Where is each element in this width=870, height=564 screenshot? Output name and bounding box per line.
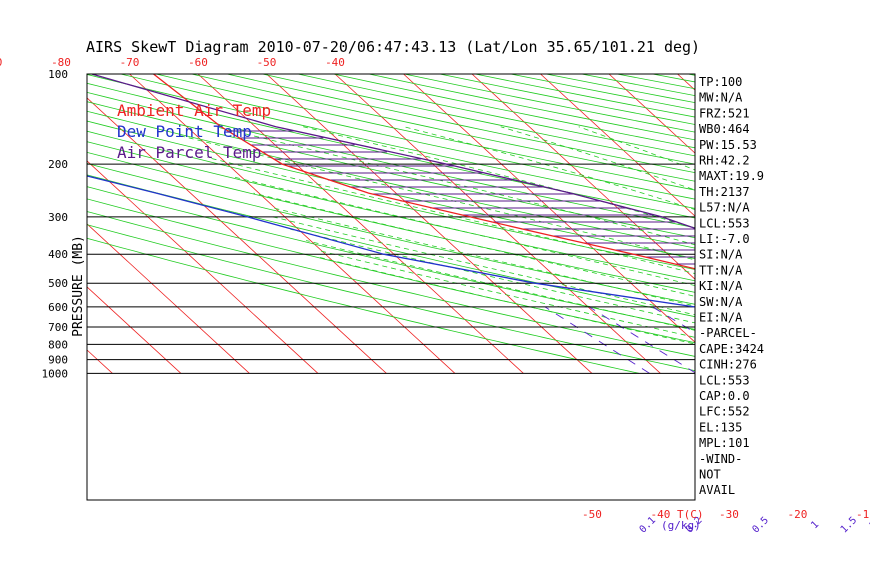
mixing-ratio-line xyxy=(856,307,870,373)
pressure-label: 800 xyxy=(48,338,68,351)
pressure-label: 400 xyxy=(48,248,68,261)
y-axis-label: PRESSURE (MB) xyxy=(71,235,86,337)
sounding-index-row: CAP:0.0 xyxy=(699,389,750,403)
sounding-index-row: SI:N/A xyxy=(699,248,743,262)
sounding-index-row: MW:N/A xyxy=(699,91,743,105)
isotherm-line xyxy=(0,74,44,373)
pressure-label: 200 xyxy=(48,158,68,171)
bottom-temperature-tick: -10 xyxy=(856,508,870,521)
top-temperature-tick: -50 xyxy=(257,56,277,69)
sounding-index-row: TP:100 xyxy=(699,75,742,89)
sounding-index-row: NOT xyxy=(699,468,721,482)
mixing-ratio-line xyxy=(819,307,870,373)
cape-hatching xyxy=(228,131,870,306)
top-temperature-tick: -70 xyxy=(120,56,140,69)
legend: Ambient Air Temp Dew Point Temp Air Parcel… xyxy=(117,101,271,162)
moist-adiabat-line xyxy=(320,257,825,373)
top-temperature-tick: -80 xyxy=(51,56,71,69)
sounding-index-row: SW:N/A xyxy=(699,295,743,309)
pressure-label: 100 xyxy=(48,68,68,81)
sounding-index-row: L57:N/A xyxy=(699,201,750,215)
dry-adiabat-line xyxy=(475,74,870,373)
dry-adiabat-line xyxy=(192,74,870,373)
sounding-index-row: RH:42.2 xyxy=(699,154,750,168)
pressure-label: 700 xyxy=(48,321,68,334)
sounding-index-row: LFC:552 xyxy=(699,405,750,419)
dry-adiabat-line xyxy=(333,74,870,373)
moist-adiabat-line xyxy=(232,177,870,374)
legend-dewpoint-temp: Dew Point Temp xyxy=(117,122,252,141)
pressure-label: 500 xyxy=(48,277,68,290)
legend-parcel-temp: Air Parcel Temp xyxy=(117,143,262,162)
sounding-index-row: EL:135 xyxy=(699,420,742,434)
sounding-index-row: LCL:553 xyxy=(699,216,750,230)
sounding-index-row: CAPE:3424 xyxy=(699,342,764,356)
sounding-index-row: KI:N/A xyxy=(699,279,743,293)
top-temperature-tick: -90 xyxy=(0,56,2,69)
top-temperature-tick: -60 xyxy=(188,56,208,69)
mixing-ratio-tick: 1 xyxy=(809,519,821,531)
mixing-ratio-line xyxy=(589,307,696,373)
bottom-temperature-tick: -30 xyxy=(719,508,739,521)
sounding-index-row: AVAIL xyxy=(699,483,735,497)
mixing-ratio-unit: (g/kg) xyxy=(661,519,701,532)
mixing-ratio-line xyxy=(760,307,870,373)
top-temperature-ticks: -120-110-100-90-80-70-60-50-40 xyxy=(0,56,345,69)
sounding-index-row: MPL:101 xyxy=(699,436,750,450)
pressure-label: 1000 xyxy=(42,367,69,380)
dry-adiabat-line xyxy=(369,74,870,373)
sounding-index-row: TH:2137 xyxy=(699,185,750,199)
sounding-index-row: WB0:464 xyxy=(699,122,750,136)
sounding-index-row: -PARCEL- xyxy=(699,326,757,340)
sounding-index-row: LI:-7.0 xyxy=(699,232,750,246)
moist-adiabat-line xyxy=(290,229,870,373)
sounding-index-row: FRZ:521 xyxy=(699,106,750,120)
top-temperature-tick: -40 xyxy=(325,56,345,69)
moist-adiabat-line xyxy=(207,157,870,373)
sounding-index-row: -WIND- xyxy=(699,452,742,466)
sounding-index-row: CINH:276 xyxy=(699,358,757,372)
pressure-label: 600 xyxy=(48,301,68,314)
pressure-label: 900 xyxy=(48,354,68,367)
legend-ambient-temp: Ambient Air Temp xyxy=(117,101,271,120)
chart-title: AIRS SkewT Diagram 2010-07-20/06:47:43.1… xyxy=(86,38,700,56)
pressure-label: 300 xyxy=(48,211,68,224)
mixing-ratio-line xyxy=(794,307,870,373)
sounding-index-row: PW:15.53 xyxy=(699,138,757,152)
sounding-index-row: LCL:553 xyxy=(699,373,750,387)
bottom-temperature-ticks: -50-40-30-20-100102030 xyxy=(582,508,870,521)
bottom-temperature-tick: -50 xyxy=(582,508,602,521)
sounding-index-row: EI:N/A xyxy=(699,311,743,325)
bottom-temperature-tick: -20 xyxy=(787,508,807,521)
sounding-index-row: MAXT:19.9 xyxy=(699,169,764,183)
mixing-ratio-tick: 0.5 xyxy=(750,515,771,536)
isotherm-line xyxy=(746,74,870,373)
sounding-index-row: TT:N/A xyxy=(699,263,743,277)
isotherm-line xyxy=(815,74,870,373)
